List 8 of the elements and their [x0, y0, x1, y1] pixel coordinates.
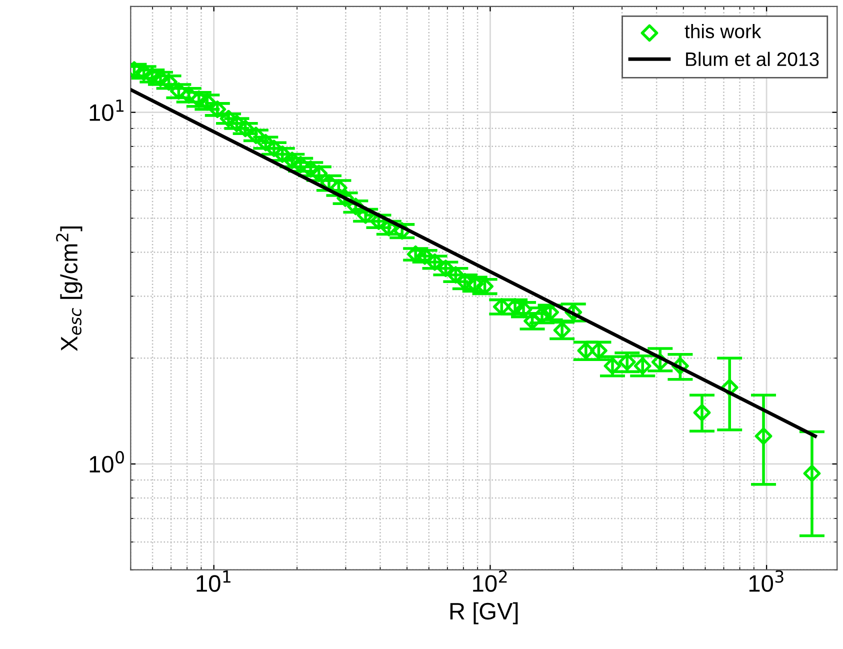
y-axis-title: X$_{esc}$ [g/cm$^{2}$]: [56, 226, 82, 352]
x-tick-label: 10$^{3}$: [749, 570, 784, 592]
y-tick-label: 10$^{0}$: [90, 451, 124, 473]
legend-label: this work: [684, 24, 762, 38]
legend-label: Blum et al 2013: [686, 52, 819, 66]
x-axis-title: R [GV]: [450, 602, 518, 624]
x-tick-label: 10$^{1}$: [196, 570, 230, 592]
x-tick-label: 10$^{2}$: [473, 570, 507, 592]
